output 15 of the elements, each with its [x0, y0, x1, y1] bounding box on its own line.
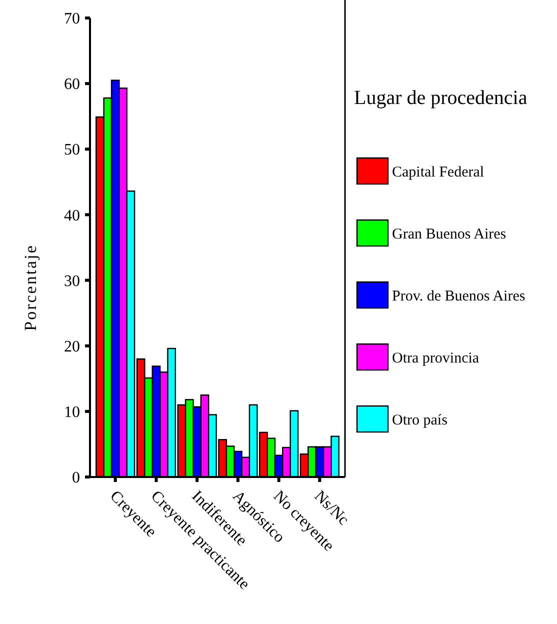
y-tick-label: 30: [64, 272, 80, 290]
legend-title: Lugar de procedencia: [354, 87, 528, 109]
y-tick-label: 40: [64, 207, 80, 224]
y-tick-label: 50: [64, 142, 80, 159]
y-tick-label: 20: [64, 338, 80, 356]
legend-label: Gran Buenos Aires: [392, 226, 506, 242]
y-tick-label: 0: [72, 470, 80, 487]
legend-label: Prov. de Buenos Aires: [392, 288, 526, 304]
y-tick-label: 10: [64, 404, 80, 422]
legend-label: Capital Federal: [392, 164, 484, 180]
y-tick-label: 60: [64, 76, 80, 94]
legend-label: Otro país: [392, 412, 448, 428]
legend-label: Otra provincia: [392, 350, 480, 366]
y-axis-title: Porcentaje: [21, 244, 40, 331]
y-tick-label: 70: [64, 10, 80, 28]
